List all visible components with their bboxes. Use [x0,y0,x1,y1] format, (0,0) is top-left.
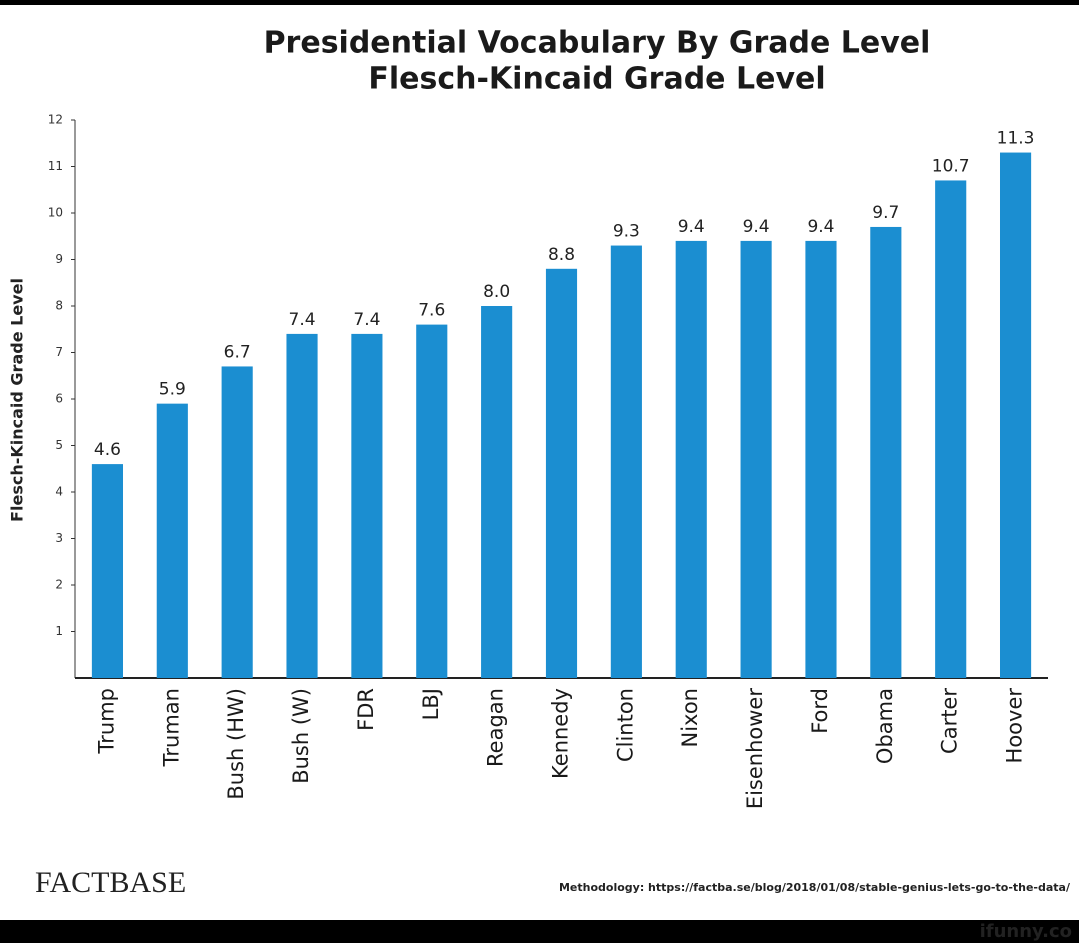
bar [999,152,1032,679]
bar [286,333,318,678]
value-label: 8.0 [483,282,510,302]
bottom-strip [0,920,1079,943]
x-tick-label: Reagan [484,688,508,767]
bar [91,464,124,678]
value-label: 7.4 [353,310,380,330]
bar [675,240,707,678]
value-label: 11.3 [997,129,1035,149]
value-label: 7.4 [289,310,316,330]
y-tick-label: 1 [55,624,63,638]
y-tick-label: 5 [55,438,63,452]
bar [740,240,772,678]
value-label: 6.7 [224,342,251,362]
bar [156,403,188,678]
x-tick-label: Carter [938,688,962,754]
y-tick-label: 4 [55,485,63,499]
x-tick-label: Trump [94,688,118,754]
bar [805,240,837,678]
x-tick-label: Ford [808,688,832,734]
x-tick-label: LBJ [419,688,443,720]
methodology: Methodology: https://factba.se/blog/2018… [559,881,1071,894]
bar [416,324,448,678]
x-tick-label: Hoover [1003,688,1027,764]
x-tick-label: Nixon [678,688,702,747]
x-tick-label: Eisenhower [743,688,767,810]
y-tick-label: 12 [48,113,63,127]
x-tick-label: Kennedy [549,688,573,779]
x-tick-label: Truman [159,688,183,767]
x-tick-label: Obama [873,688,897,764]
value-label: 9.3 [613,222,640,242]
value-label: 10.7 [932,156,970,176]
top-border [0,0,1079,5]
watermark: ifunny.co [980,921,1072,942]
y-tick-label: 10 [48,206,63,220]
y-tick-label: 11 [48,159,63,173]
bar [935,180,967,678]
y-tick-label: 2 [55,578,63,592]
y-tick-label: 7 [55,345,63,359]
bar [221,366,253,678]
value-label: 9.4 [743,217,770,237]
value-label: 4.6 [94,440,121,460]
value-label: 7.6 [418,301,445,321]
bar [870,226,902,678]
y-tick-label: 8 [55,299,63,313]
value-label: 9.4 [807,217,834,237]
y-tick-label: 3 [55,531,63,545]
value-label: 5.9 [159,380,186,400]
bar [351,333,383,678]
y-tick-label: 6 [55,392,63,406]
value-label: 9.7 [872,203,899,223]
y-tick-label: 9 [55,252,63,266]
x-tick-label: FDR [354,688,378,731]
x-tick-label: Bush (HW) [224,688,248,800]
chart-subtitle: Flesch-Kincaid Grade Level [368,62,825,97]
chart-title: Presidential Vocabulary By Grade Level [264,26,931,61]
brand: FACTBASE [35,866,186,899]
y-axis-label: Flesch-Kincaid Grade Level [8,278,27,522]
bar [610,245,642,679]
bar [545,268,578,678]
value-label: 9.4 [678,217,705,237]
x-tick-label: Bush (W) [289,688,313,784]
x-tick-label: Clinton [613,688,637,762]
value-label: 8.8 [548,245,575,265]
bar [481,306,513,678]
